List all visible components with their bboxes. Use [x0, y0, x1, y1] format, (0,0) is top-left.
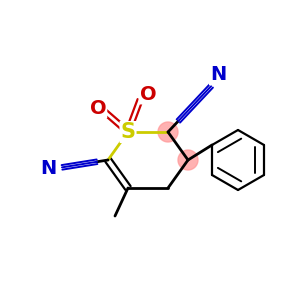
Text: O: O: [140, 85, 156, 104]
Text: O: O: [90, 98, 106, 118]
Text: N: N: [210, 65, 226, 85]
Text: S: S: [121, 122, 136, 142]
Text: N: N: [40, 158, 56, 178]
Circle shape: [178, 150, 198, 170]
Circle shape: [158, 122, 178, 142]
